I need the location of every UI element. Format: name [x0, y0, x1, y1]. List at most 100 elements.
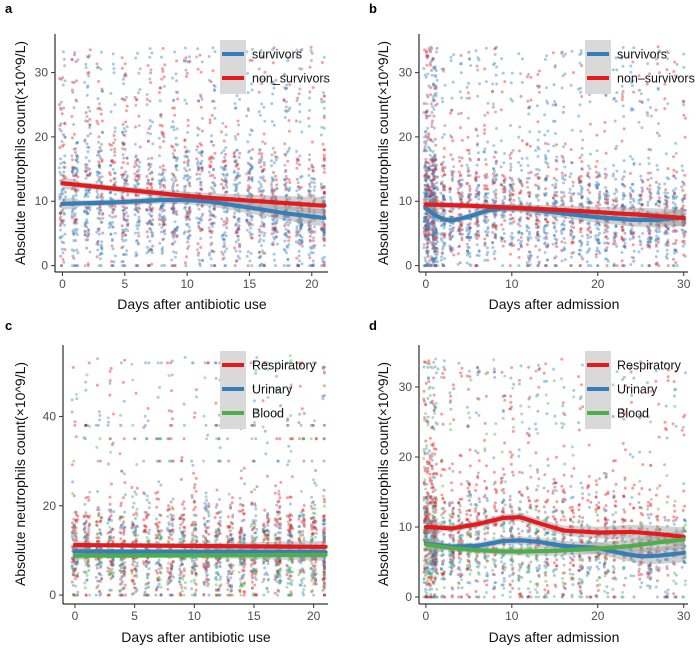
data-point [681, 188, 685, 192]
data-point [137, 178, 141, 181]
data-point [637, 198, 641, 202]
data-point [247, 184, 251, 188]
data-point [450, 227, 454, 231]
data-point [113, 147, 117, 151]
data-point [149, 71, 153, 75]
data-point [284, 231, 288, 235]
data-point [654, 180, 658, 184]
data-point [211, 46, 215, 50]
data-point [207, 226, 211, 230]
data-point [493, 257, 497, 261]
data-point [534, 183, 537, 187]
data-point [312, 225, 316, 229]
data-point [100, 192, 104, 196]
data-point [99, 220, 103, 224]
data-point [623, 246, 627, 250]
data-point [121, 228, 125, 232]
data-point [494, 73, 498, 77]
data-point [435, 181, 439, 185]
data-point [124, 233, 128, 237]
data-point [615, 190, 619, 193]
data-point [175, 235, 179, 239]
data-point [72, 81, 76, 85]
data-point [433, 126, 436, 130]
data-point [537, 130, 541, 134]
data-point [71, 254, 75, 258]
data-point [543, 133, 547, 137]
data-point [187, 208, 191, 212]
data-point [263, 179, 267, 183]
data-point [509, 81, 513, 85]
data-point [63, 122, 67, 126]
data-point [442, 147, 446, 150]
data-point [211, 221, 215, 225]
data-point [322, 170, 326, 174]
data-point [681, 229, 685, 233]
data-point [111, 208, 115, 212]
data-point [665, 252, 669, 256]
data-point [428, 226, 432, 230]
data-point [123, 142, 127, 146]
data-point [120, 246, 124, 250]
data-point [157, 172, 161, 176]
data-point [654, 255, 658, 259]
data-point [200, 215, 204, 219]
data-point [555, 218, 559, 222]
data-point [511, 192, 515, 196]
data-point [170, 373, 174, 377]
data-point [580, 194, 584, 198]
data-point [543, 251, 547, 254]
data-point [311, 244, 315, 248]
data-point [122, 156, 126, 160]
data-point [101, 231, 105, 235]
data-point [284, 227, 288, 231]
data-point [674, 176, 678, 180]
data-point [222, 206, 226, 210]
data-point [98, 206, 102, 210]
data-point [307, 228, 311, 232]
data-point [111, 161, 115, 165]
data-point [613, 232, 617, 236]
data-point [309, 195, 313, 199]
data-point [426, 114, 429, 118]
x-axis-label: Days after antibiotic use [117, 296, 267, 312]
data-point [284, 100, 288, 104]
data-point [429, 86, 433, 90]
data-point [188, 210, 192, 214]
data-point [222, 223, 226, 227]
data-point [150, 170, 154, 174]
data-point [460, 232, 464, 236]
data-point [85, 166, 89, 170]
data-point [654, 202, 658, 206]
data-point [71, 264, 74, 268]
data-point [443, 211, 447, 215]
data-point [221, 252, 225, 256]
data-point [59, 129, 63, 133]
data-point [145, 97, 149, 101]
data-point [84, 111, 88, 115]
data-point [160, 130, 164, 134]
data-point [138, 173, 142, 177]
data-point [311, 169, 315, 173]
data-point [180, 456, 184, 459]
data-point [442, 222, 446, 226]
data-point [170, 264, 174, 268]
data-point [72, 106, 76, 110]
data-point [287, 119, 291, 122]
data-point [111, 209, 115, 213]
data-point [124, 179, 128, 183]
data-point [173, 264, 177, 268]
data-point [257, 152, 261, 155]
data-point [656, 168, 660, 172]
data-point [493, 249, 497, 253]
data-point [439, 191, 443, 195]
data-point [109, 148, 113, 152]
data-point [59, 195, 63, 199]
data-point [185, 223, 189, 227]
data-point [460, 238, 464, 242]
data-point [74, 239, 78, 243]
data-point [253, 421, 256, 424]
data-point [97, 140, 101, 144]
data-point [133, 213, 137, 217]
data-point [86, 72, 90, 75]
